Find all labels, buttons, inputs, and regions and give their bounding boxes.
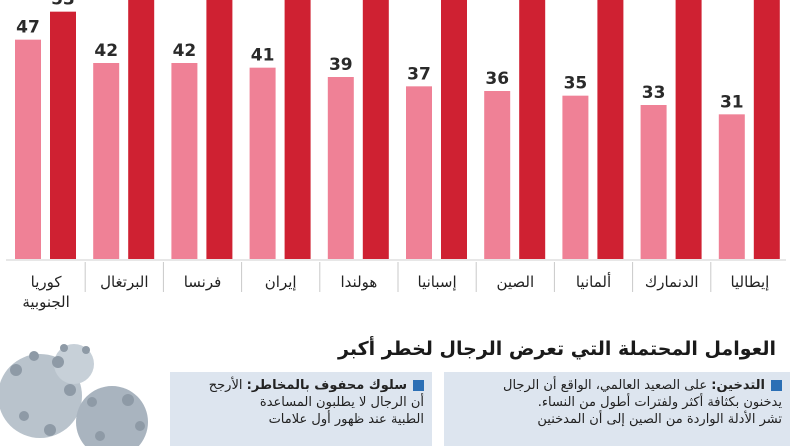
bar-series-2	[519, 0, 546, 259]
data-label: 37	[407, 64, 431, 84]
bar-series-2	[753, 0, 780, 259]
risky-behavior-box: سلوك محفوف بالمخاطر: الأرجح أن الرجال لا…	[170, 372, 432, 446]
category-label: الصين	[496, 273, 534, 291]
category-label: إسبانيا	[418, 273, 457, 291]
category-label: إيطاليا	[730, 273, 769, 291]
data-label: 53	[51, 0, 75, 10]
risk-factors-title: العوامل المحتملة التي تعرض الرجال لخطر أ…	[338, 338, 776, 360]
data-label: 36	[485, 69, 509, 89]
data-label: 39	[329, 55, 353, 75]
bar-series-1	[93, 63, 120, 259]
bar-series-1	[406, 86, 432, 259]
data-label: 31	[720, 92, 744, 112]
category-label: كوريا	[31, 273, 63, 291]
category-label: إيران	[265, 273, 297, 291]
bar-series-1	[327, 77, 354, 259]
bar-series-2	[128, 0, 155, 259]
bar-series-2	[362, 0, 389, 259]
smoking-heading: التدخين:	[711, 378, 765, 393]
bar-chart: 47 53 كوريا الجنوبية 42 البرتغال 42 فرنسا 41 إيرا…	[6, 0, 786, 311]
bar-series-2	[206, 0, 233, 259]
category-label: فرنسا	[184, 273, 222, 291]
category-label: البرتغال	[100, 273, 148, 291]
data-label: 33	[642, 83, 666, 103]
bar-series-1	[249, 67, 276, 260]
risky-behavior-heading: سلوك محفوف بالمخاطر:	[246, 378, 407, 393]
virus-illustration	[0, 344, 148, 446]
smoking-text-line: يدخنون بكثافة أكثر ولفترات أطول من النسا…	[537, 395, 782, 410]
smoking-box: التدخين: على الصعيد العالمي، الواقع أن ا…	[444, 372, 790, 446]
bar-series-1	[562, 95, 589, 260]
bar-series-1	[171, 63, 198, 259]
category-label: هولندا	[341, 273, 378, 291]
bar-series-1	[484, 91, 511, 259]
category-label: الجنوبية	[22, 293, 69, 311]
smoking-text-line: تشر الأدلة الواردة من الصين إلى أن المدخ…	[537, 412, 782, 427]
data-label: 35	[564, 74, 588, 94]
risky-behavior-text-line: أن الرجال لا يطلبون المساعدة	[259, 395, 424, 410]
square-bullet-icon	[771, 380, 782, 391]
bar-series-1	[718, 114, 745, 259]
data-label: 41	[251, 46, 275, 66]
risky-behavior-text-line: الأرجح	[208, 378, 243, 393]
category-label: ألمانيا	[576, 272, 611, 291]
risky-behavior-text-line: الطبية عند ظهور أول علامات	[268, 412, 424, 427]
smoking-text-line: على الصعيد العالمي، الواقع أن الرجال	[503, 378, 708, 393]
data-label: 42	[94, 41, 118, 61]
data-label: 47	[16, 18, 40, 38]
bar-series-2	[597, 0, 624, 259]
bar-series-2	[441, 0, 467, 259]
bar-series-2	[675, 0, 702, 259]
bar-series-1	[640, 105, 667, 259]
bar-series-1	[15, 39, 41, 259]
bar-series-2	[50, 11, 76, 259]
bar-series-2	[284, 0, 311, 259]
data-label: 42	[173, 41, 197, 61]
category-label: الدنمارك	[645, 273, 699, 291]
square-bullet-icon	[413, 380, 424, 391]
